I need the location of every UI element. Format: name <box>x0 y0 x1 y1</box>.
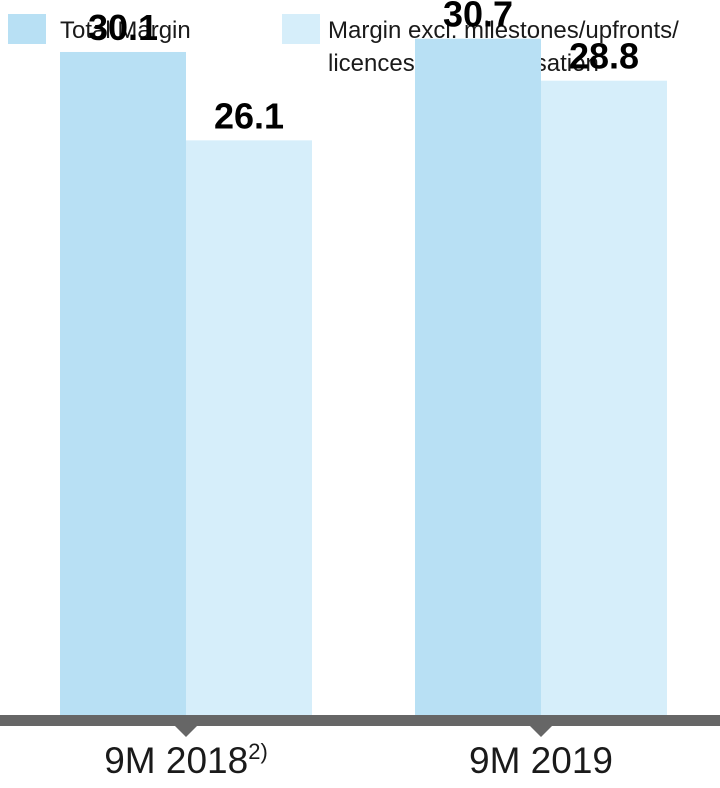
value-label-1-2: 30.7 <box>443 0 513 35</box>
bar-2-1 <box>186 140 312 717</box>
x-tick-text: 9M 2018 <box>104 740 248 781</box>
legend-label-1: Total Margin <box>60 17 191 44</box>
x-tick-label-1: 9M 20182) <box>104 739 268 781</box>
x-tick-superscript: 2) <box>248 739 268 764</box>
x-tick-marker-2 <box>529 725 553 737</box>
bars <box>60 38 667 718</box>
x-axis-line <box>0 715 720 726</box>
x-tick-text: 9M 2019 <box>469 740 613 781</box>
value-label-2-2: 28.8 <box>569 36 639 77</box>
x-tick-label-2: 9M 2019 <box>469 740 613 781</box>
legend-swatch-2 <box>282 14 320 44</box>
value-label-1-1: 30.1 <box>88 7 158 48</box>
x-axis: 9M 20182) 9M 2019 <box>0 715 720 781</box>
bar-1-2 <box>415 38 541 718</box>
value-label-2-1: 26.1 <box>214 95 284 136</box>
legend-swatch-1 <box>8 14 46 44</box>
bar-1-1 <box>60 51 186 717</box>
value-labels: 30.1 30.7 26.1 28.8 <box>88 0 639 136</box>
bar-2-2 <box>541 80 667 717</box>
x-tick-marker-1 <box>174 725 198 737</box>
